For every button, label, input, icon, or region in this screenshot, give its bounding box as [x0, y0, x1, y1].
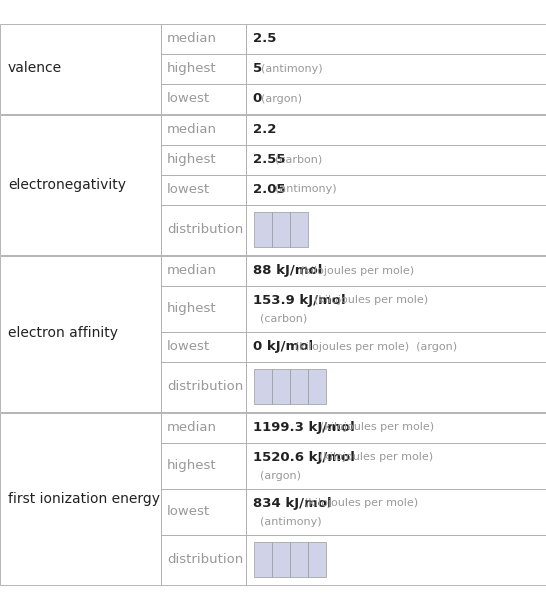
Text: (kilojoules per mole): (kilojoules per mole)	[320, 423, 434, 432]
Text: (kilojoules per mole): (kilojoules per mole)	[300, 266, 414, 275]
Text: distribution: distribution	[167, 223, 244, 236]
Bar	[246, 331, 546, 362]
Text: lowest: lowest	[167, 183, 210, 196]
Bar	[246, 443, 546, 488]
Bar	[161, 331, 246, 362]
Text: (argon): (argon)	[260, 471, 301, 480]
Text: (kilojoules per mole): (kilojoules per mole)	[319, 452, 433, 462]
Bar	[246, 286, 546, 331]
Text: 1199.3 kJ/mol: 1199.3 kJ/mol	[253, 421, 354, 434]
Bar	[272, 369, 290, 404]
Text: highest: highest	[167, 459, 217, 472]
Text: lowest: lowest	[167, 505, 210, 518]
Bar	[161, 534, 246, 584]
Bar	[246, 24, 546, 54]
Bar	[0, 24, 161, 114]
Text: 153.9 kJ/mol: 153.9 kJ/mol	[253, 294, 345, 306]
Bar	[254, 369, 272, 404]
Text: 1520.6 kJ/mol: 1520.6 kJ/mol	[253, 451, 364, 464]
Bar	[246, 54, 546, 83]
Text: 834 kJ/mol: 834 kJ/mol	[253, 497, 341, 510]
Text: valence: valence	[8, 61, 62, 75]
Text: (carbon): (carbon)	[260, 314, 307, 323]
Bar	[308, 369, 326, 404]
Text: 1520.6 kJ/mol: 1520.6 kJ/mol	[253, 451, 354, 464]
Text: 2.55: 2.55	[253, 153, 285, 166]
Bar	[290, 369, 308, 404]
Text: (antimony): (antimony)	[260, 63, 322, 74]
Bar	[272, 542, 290, 577]
Bar	[161, 443, 246, 488]
Bar	[246, 83, 546, 114]
Text: median: median	[167, 421, 217, 434]
Text: distribution: distribution	[167, 380, 244, 393]
Text: median: median	[167, 264, 217, 277]
Bar	[246, 145, 546, 174]
Bar	[290, 212, 308, 247]
Text: 88 kJ/mol: 88 kJ/mol	[253, 264, 322, 277]
Bar	[0, 255, 161, 412]
Bar	[0, 412, 161, 584]
Text: highest: highest	[167, 62, 217, 75]
Text: highest: highest	[167, 302, 217, 315]
Text: distribution: distribution	[167, 553, 244, 566]
Text: (argon): (argon)	[260, 94, 301, 103]
Text: 2.5: 2.5	[253, 32, 276, 45]
Bar	[246, 174, 546, 204]
Text: 2.2: 2.2	[253, 123, 276, 136]
Text: electron affinity: electron affinity	[8, 326, 118, 340]
Bar	[161, 286, 246, 331]
Bar	[161, 204, 246, 255]
Bar	[246, 204, 546, 255]
Bar	[246, 114, 546, 145]
Text: lowest: lowest	[167, 340, 210, 353]
Bar	[161, 54, 246, 83]
Text: (antimony): (antimony)	[276, 184, 337, 195]
Bar	[246, 534, 546, 584]
Text: first ionization energy: first ionization energy	[8, 491, 160, 505]
Text: 0 kJ/mol: 0 kJ/mol	[253, 340, 313, 353]
Text: (kilojoules per mole): (kilojoules per mole)	[304, 498, 418, 508]
Bar	[246, 412, 546, 443]
Text: median: median	[167, 32, 217, 45]
Bar	[161, 114, 246, 145]
Text: electronegativity: electronegativity	[8, 178, 126, 192]
Bar	[161, 488, 246, 534]
Bar	[0, 114, 161, 255]
Text: 834 kJ/mol: 834 kJ/mol	[253, 497, 331, 510]
Bar	[272, 212, 290, 247]
Text: (carbon): (carbon)	[276, 154, 323, 165]
Text: lowest: lowest	[167, 92, 210, 105]
Text: 0: 0	[253, 92, 262, 105]
Bar	[246, 488, 546, 534]
Bar	[290, 542, 308, 577]
Bar	[161, 362, 246, 412]
Bar	[161, 412, 246, 443]
Bar	[161, 174, 246, 204]
Text: (antimony): (antimony)	[260, 517, 322, 527]
Bar	[246, 362, 546, 412]
Bar	[254, 542, 272, 577]
Bar	[161, 24, 246, 54]
Text: 5: 5	[253, 62, 262, 75]
Bar	[254, 212, 272, 247]
Bar	[161, 145, 246, 174]
Text: highest: highest	[167, 153, 217, 166]
Text: (kilojoules per mole): (kilojoules per mole)	[314, 295, 428, 305]
Text: 2.05: 2.05	[253, 183, 286, 196]
Text: (kilojoules per mole)  (argon): (kilojoules per mole) (argon)	[295, 342, 458, 351]
Bar	[308, 542, 326, 577]
Text: median: median	[167, 123, 217, 136]
Bar	[246, 255, 546, 286]
Bar	[161, 255, 246, 286]
Bar	[161, 83, 246, 114]
Text: 153.9 kJ/mol: 153.9 kJ/mol	[253, 294, 354, 306]
